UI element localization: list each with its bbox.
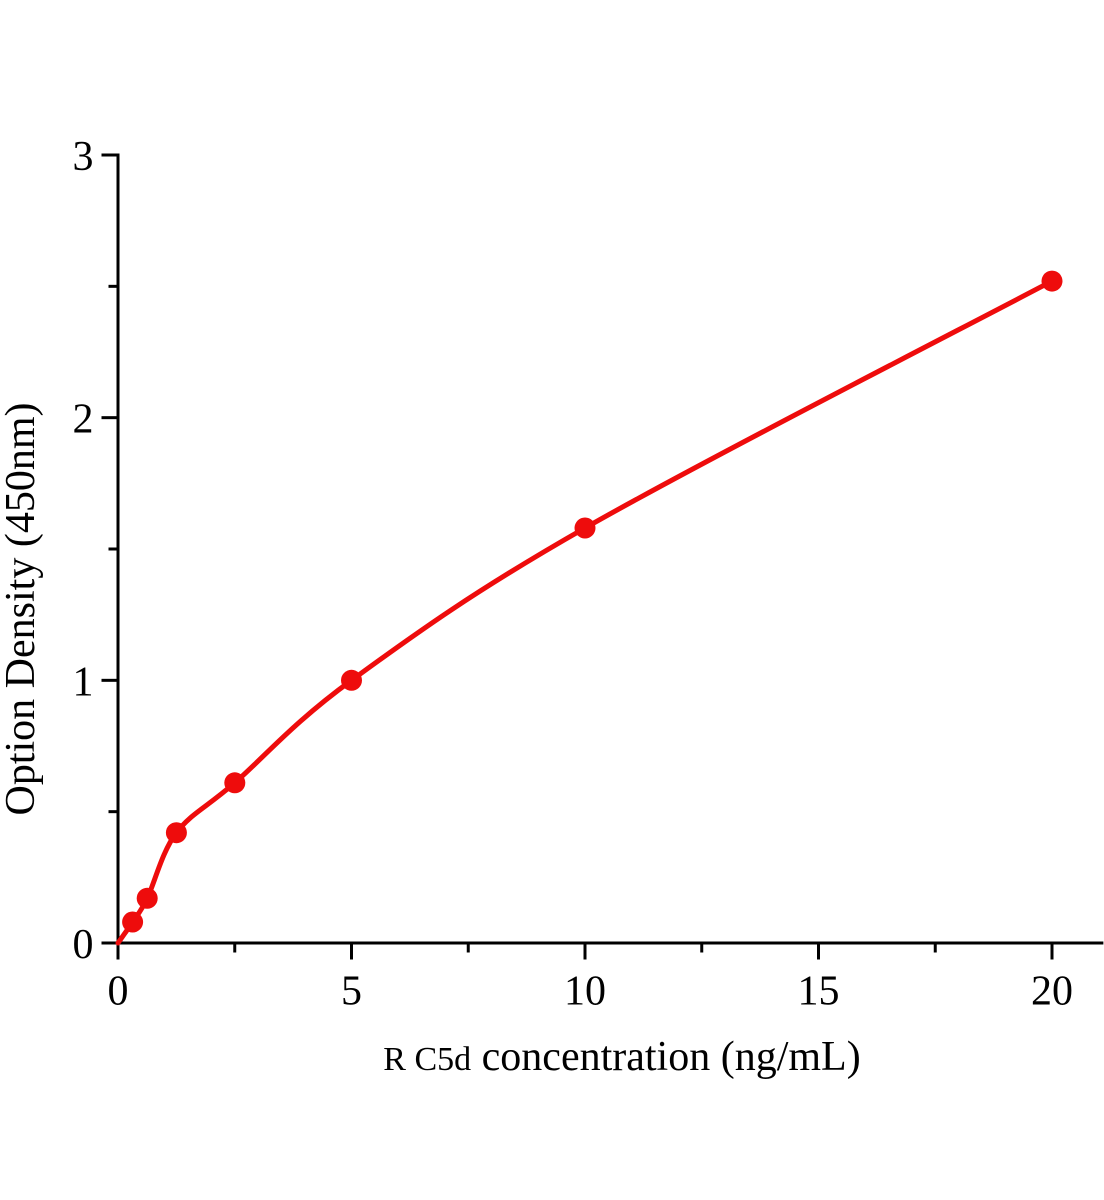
axes: [116, 153, 1104, 945]
tick-labels: 0 5 10 15 20 0 1 2 3: [73, 134, 1074, 1015]
data-point: [574, 517, 596, 539]
x-tick-label: 5: [341, 969, 362, 1015]
y-tick-label: 2: [73, 397, 94, 443]
data-point: [224, 772, 246, 794]
x-tick-label: 10: [564, 969, 606, 1015]
data-point: [165, 822, 187, 844]
data-point: [122, 911, 144, 933]
data-point: [136, 887, 158, 909]
data-point: [341, 669, 362, 691]
axis-ticks: [101, 153, 1054, 960]
y-axis-label: Option Density (450nm): [0, 403, 44, 816]
y-tick-label: 1: [73, 659, 94, 705]
x-tick-label: 20: [1031, 969, 1073, 1015]
x-axis-label: R C5d concentration (ng/mL): [383, 1034, 860, 1080]
x-tick-label: 0: [108, 969, 129, 1015]
y-tick-label: 0: [73, 922, 94, 968]
axis-labels: R C5d concentration (ng/mL) Option Densit…: [0, 403, 861, 1080]
x-tick-label: 15: [798, 969, 840, 1015]
data-point: [1041, 270, 1063, 292]
y-tick-label: 3: [73, 134, 94, 180]
fitted-curve: [115, 278, 1055, 946]
standard-curve-line: [115, 278, 1055, 946]
data-points: [122, 270, 1063, 933]
